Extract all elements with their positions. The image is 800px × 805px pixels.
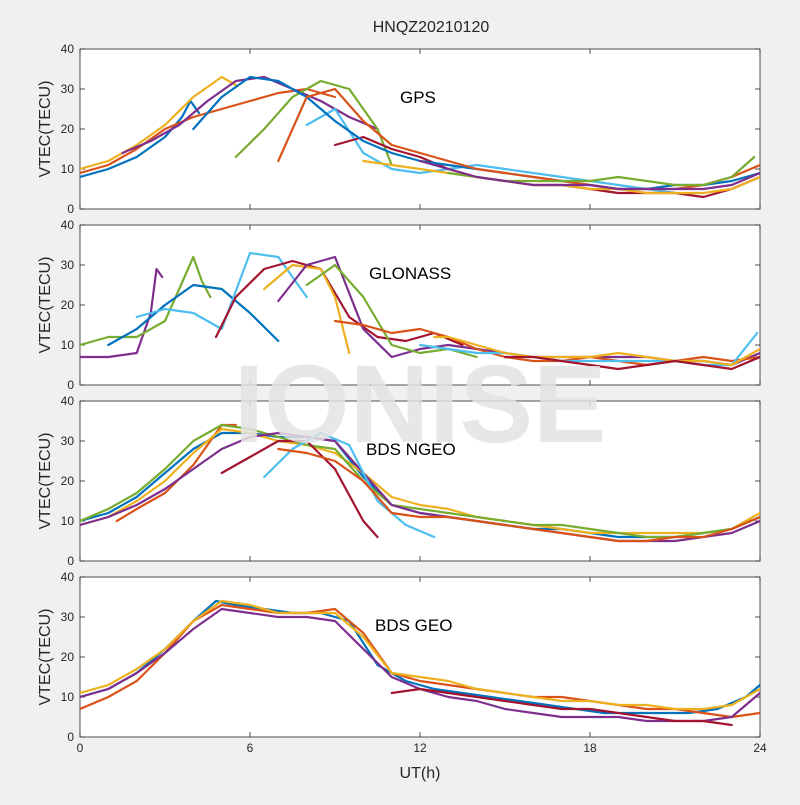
y-tick-label: 20 (61, 650, 75, 664)
panel-glonass: 0 10 20 30 40 VTEC(TECU) GLONASS (37, 218, 761, 392)
x-tick-label: 24 (753, 741, 767, 755)
panel-label: BDS NGEO (366, 440, 456, 459)
y-tick-label: 40 (61, 218, 75, 232)
series-line-6 (305, 107, 677, 195)
y-tick-label: 20 (61, 474, 75, 488)
series-line-12 (503, 355, 760, 371)
watermark: IONISE (234, 343, 607, 466)
y-tick-label: 40 (61, 394, 75, 408)
series-group (80, 599, 760, 727)
y-tick-label: 10 (61, 162, 75, 176)
y-axis-label: VTEC(TECU) (37, 433, 54, 530)
series-group (80, 251, 760, 371)
y-tick-label: 40 (61, 42, 75, 56)
panels: 0 10 20 30 40 VTEC(TECU) GPS 0 10 20 30 40 VTEC(TECU… (37, 42, 767, 755)
y-tick-label: 30 (61, 610, 75, 624)
series-line-8 (277, 447, 760, 543)
y-tick-label: 0 (67, 378, 74, 392)
series-group (80, 75, 760, 199)
series-line-3 (80, 427, 760, 535)
panel-label: GLONASS (369, 264, 451, 283)
y-axis-label: VTEC(TECU) (37, 81, 54, 178)
series-line-3 (80, 75, 237, 171)
y-axis-label: VTEC(TECU) (37, 257, 54, 354)
x-tick-label: 0 (77, 741, 84, 755)
plot-area (79, 224, 761, 386)
panel-label: BDS GEO (375, 616, 452, 635)
x-tick-label: 18 (583, 741, 597, 755)
series-line-6 (263, 263, 351, 355)
panel-bds-geo: 0 10 20 30 40 0 6 12 18 24 VTEC(TECU) BDS GEO (37, 570, 767, 755)
series-group (80, 423, 760, 543)
panel-bds-ngeo: 0 10 20 30 40 VTEC(TECU) BDS NGEO (37, 394, 761, 568)
y-tick-label: 30 (61, 258, 75, 272)
y-tick-label: 20 (61, 298, 75, 312)
series-line-2 (80, 255, 212, 347)
series-line-3 (80, 599, 760, 711)
x-tick-label: 6 (247, 741, 254, 755)
y-tick-label: 30 (61, 82, 75, 96)
x-axis-label: UT(h) (400, 765, 441, 782)
series-line-4 (80, 423, 760, 539)
y-tick-label: 10 (61, 338, 75, 352)
figure-title: HNQZ20210120 (373, 19, 490, 36)
y-tick-label: 0 (67, 554, 74, 568)
y-tick-label: 30 (61, 434, 75, 448)
y-tick-label: 10 (61, 514, 75, 528)
series-line-4 (135, 251, 308, 331)
series-line-12 (418, 159, 760, 191)
panel-label: GPS (400, 88, 436, 107)
series-line-3 (107, 283, 280, 347)
plot-area (79, 400, 761, 562)
y-axis-label: VTEC(TECU) (37, 609, 54, 706)
x-tick-label: 12 (413, 741, 427, 755)
y-tick-label: 20 (61, 122, 75, 136)
y-tick-label: 0 (67, 730, 74, 744)
series-line-7 (263, 431, 436, 539)
series-line-5 (390, 687, 733, 727)
y-tick-label: 0 (67, 202, 74, 216)
series-line-5 (234, 79, 393, 167)
y-tick-label: 40 (61, 570, 75, 584)
plot-area (79, 48, 761, 210)
y-tick-label: 10 (61, 690, 75, 704)
series-line-5 (214, 259, 464, 347)
panel-gps: 0 10 20 30 40 VTEC(TECU) GPS (37, 42, 761, 216)
series-line-11 (433, 335, 760, 367)
series-line-9 (333, 319, 760, 367)
